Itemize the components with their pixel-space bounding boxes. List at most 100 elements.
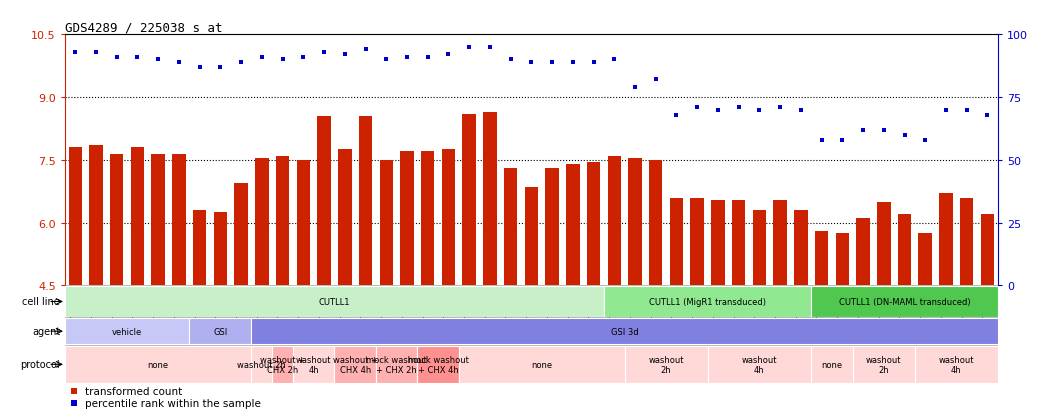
Point [543, 59, 560, 66]
Bar [272, 346, 293, 383]
Bar [152, 154, 165, 413]
Text: CUTLL1 (DN-MAML transduced): CUTLL1 (DN-MAML transduced) [839, 297, 971, 306]
Text: percentile rank within the sample: percentile rank within the sample [86, 399, 262, 408]
Text: washout
2h: washout 2h [648, 355, 684, 374]
Point [834, 137, 851, 144]
Text: protocol: protocol [21, 359, 61, 369]
Bar [442, 150, 455, 413]
Point [378, 57, 395, 64]
Point [67, 49, 84, 56]
Text: washout
4h: washout 4h [296, 355, 332, 374]
Point [399, 55, 416, 61]
Bar [939, 194, 953, 413]
Bar [981, 215, 995, 413]
Point [751, 107, 767, 114]
Text: CUTLL1 (MigR1 transduced): CUTLL1 (MigR1 transduced) [649, 297, 766, 306]
Point [854, 127, 871, 134]
Point [626, 84, 643, 91]
Bar [794, 211, 807, 413]
Bar [670, 198, 684, 413]
Point [232, 59, 249, 66]
Point [564, 59, 581, 66]
Bar [607, 156, 621, 413]
Point [772, 104, 788, 111]
Bar [338, 150, 352, 413]
Point [979, 112, 996, 119]
Point [419, 55, 437, 61]
Bar [625, 346, 708, 383]
Bar [400, 152, 414, 413]
Point [461, 44, 477, 51]
Bar [65, 287, 604, 317]
Bar [915, 346, 998, 383]
Bar [275, 156, 289, 413]
Bar [545, 169, 559, 413]
Point [316, 49, 333, 56]
Text: CUTLL1: CUTLL1 [318, 297, 350, 306]
Point [295, 55, 312, 61]
Point [606, 57, 623, 64]
Point [109, 55, 126, 61]
Bar [504, 169, 517, 413]
Point [814, 137, 830, 144]
Point [585, 59, 602, 66]
Point [524, 59, 540, 66]
Bar [296, 161, 310, 413]
Point [253, 55, 270, 61]
Bar [586, 163, 600, 413]
Point [896, 132, 913, 139]
Point [917, 137, 934, 144]
Text: cell line: cell line [22, 297, 61, 307]
Bar [753, 211, 766, 413]
Bar [251, 318, 998, 344]
Bar [918, 234, 932, 413]
Point [66, 400, 83, 407]
Bar [379, 161, 393, 413]
Bar [811, 346, 852, 383]
Bar [190, 318, 251, 344]
Bar [690, 198, 704, 413]
Point [192, 64, 208, 71]
Point [958, 107, 975, 114]
Bar [566, 165, 580, 413]
Point [357, 47, 374, 53]
Point [171, 59, 187, 66]
Bar [732, 200, 745, 413]
Text: GDS4289 / 225038_s_at: GDS4289 / 225038_s_at [65, 21, 222, 34]
Point [793, 107, 809, 114]
Bar [774, 200, 787, 413]
Point [710, 107, 727, 114]
Bar [836, 234, 849, 413]
Bar [65, 346, 251, 383]
Text: washout 2h: washout 2h [238, 360, 286, 369]
Bar [960, 198, 974, 413]
Bar [459, 346, 625, 383]
Text: washout
4h: washout 4h [741, 355, 777, 374]
Bar [214, 213, 227, 413]
Text: vehicle: vehicle [112, 327, 142, 336]
Bar [334, 346, 376, 383]
Bar [604, 287, 811, 317]
Bar [628, 158, 642, 413]
Point [689, 104, 706, 111]
Text: mock washout
+ CHX 2h: mock washout + CHX 2h [366, 355, 427, 374]
Bar [110, 154, 124, 413]
Point [482, 44, 498, 51]
Text: none: none [822, 360, 843, 369]
Bar [193, 211, 206, 413]
Point [336, 52, 353, 59]
Bar [525, 188, 538, 413]
Text: transformed count: transformed count [86, 386, 182, 396]
Bar [811, 287, 998, 317]
Bar [708, 346, 811, 383]
Point [150, 57, 166, 64]
Bar [172, 154, 185, 413]
Bar [856, 219, 870, 413]
Bar [359, 116, 373, 413]
Point [211, 64, 229, 71]
Point [647, 77, 664, 83]
Point [668, 112, 685, 119]
Text: washout +
CHX 2h: washout + CHX 2h [260, 355, 305, 374]
Bar [418, 346, 459, 383]
Bar [483, 112, 496, 413]
